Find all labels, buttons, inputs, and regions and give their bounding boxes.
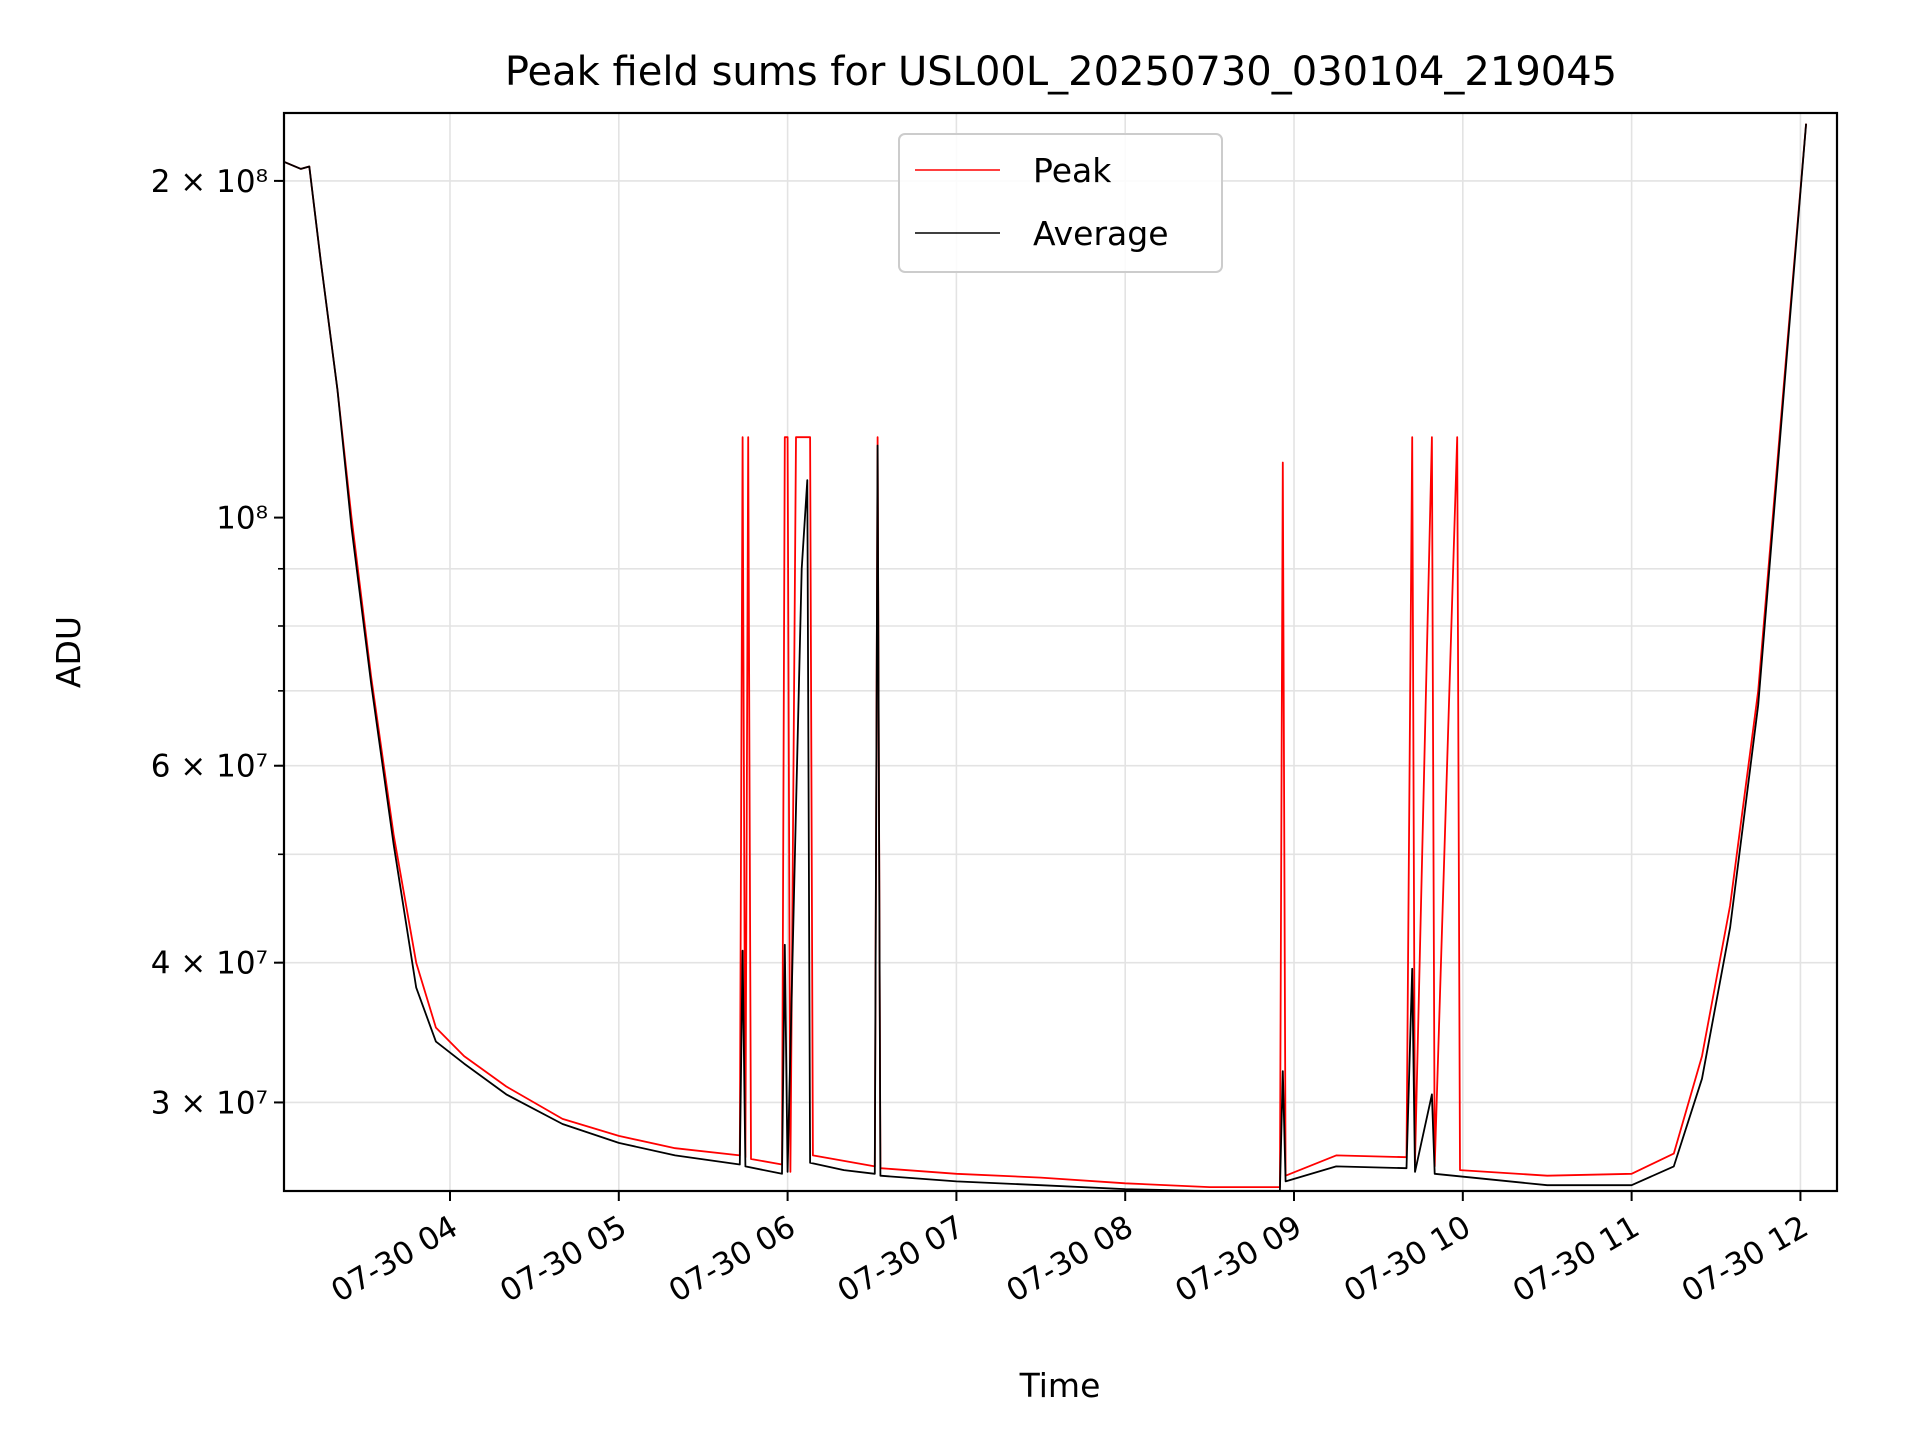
y-tick-label: 2 × 10⁸ — [151, 164, 268, 200]
y-tick-label: 6 × 10⁷ — [151, 749, 268, 785]
legend: Peak Average — [898, 133, 1223, 273]
series-line-peak — [283, 123, 1807, 1188]
legend-box — [898, 133, 1223, 273]
y-tick-label: 10⁸ — [216, 501, 268, 537]
x-axis-label: Time — [1019, 1366, 1101, 1405]
y-tick-label: 3 × 10⁷ — [151, 1085, 268, 1121]
legend-label-peak: Peak — [1033, 151, 1112, 190]
plot-frame — [282, 111, 1839, 1193]
series-group — [283, 123, 1807, 1192]
y-axis-label: ADU — [49, 616, 88, 688]
chart-title: Peak field sums for USL00L_20250730_0301… — [505, 49, 1617, 95]
series-line-average — [283, 123, 1807, 1192]
legend-label-average: Average — [1033, 214, 1169, 253]
y-tick-label: 4 × 10⁷ — [151, 946, 268, 982]
